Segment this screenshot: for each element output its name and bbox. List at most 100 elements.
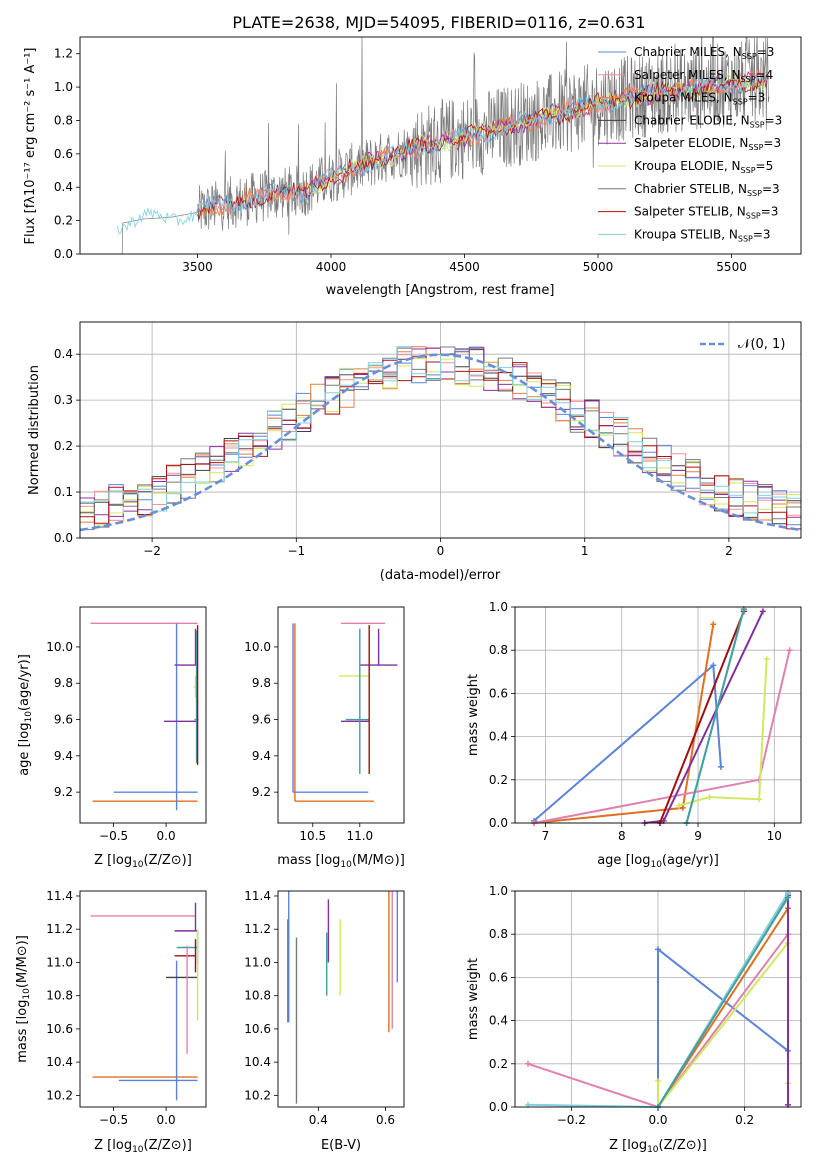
weight-point-marker: [763, 655, 770, 662]
y-tick-label: 0.8: [489, 643, 508, 657]
y-tick-label: 0.0: [54, 247, 73, 261]
x-axis-label: Z [log10(Z/Z⊙)]: [609, 1138, 707, 1155]
label-part: age [log: [17, 723, 32, 776]
legend-label: Salpeter ELODIE, NSSP=3: [634, 136, 781, 152]
label-part: mass [log: [277, 853, 340, 868]
y-tick-label: 10.2: [244, 1088, 271, 1102]
label-part: (age/yr)]: [17, 654, 32, 711]
y-tick-label: 9.2: [54, 785, 73, 799]
legend-label: Chabrier ELODIE, NSSP=3: [634, 113, 782, 129]
ebv-vs-mass-panel: 0.4 0.6 10.2 10.4 10.6 10.8 11.0 11.2 11.4 E(B-V): [244, 889, 405, 1153]
label-subscript: 10: [24, 711, 34, 723]
legend-label-part: =3: [748, 91, 766, 105]
y-tick-label: 0.1: [54, 485, 73, 499]
legend-label-subscript: SSP: [738, 234, 753, 243]
legend-label-part: Kroupa ELODIE, N: [634, 159, 741, 173]
y-tick-label: 11.2: [244, 922, 271, 936]
legend-label-part: Chabrier STELIB, N: [634, 182, 747, 196]
legend-label-part: Kroupa MILES, N: [634, 91, 733, 105]
weight-point-marker: [679, 804, 686, 811]
x-tick-label: 8: [618, 829, 626, 843]
x-tick-label: 1: [581, 544, 589, 558]
legend-label-part: =3: [757, 45, 775, 59]
y-tick-label: 10.8: [244, 989, 271, 1003]
legend-label: Salpeter MILES, NSSP=4: [634, 68, 773, 84]
legend-label-part: Kroupa STELIB, N: [634, 227, 738, 241]
legend-label: 𝒩(0, 1): [738, 337, 785, 352]
y-tick-label: 0.8: [489, 927, 508, 941]
y-tick-label: 0.0: [489, 816, 508, 830]
weight-point-marker: [786, 647, 793, 654]
mass-vs-age-panel: 10.5 11.0 9.2 9.4 9.6 9.8 10.0 mass [log10(M/M⊙…: [244, 606, 405, 870]
y-tick-label: 0.2: [489, 773, 508, 787]
plot-area: [287, 891, 398, 1104]
x-tick-label: 0.0: [648, 1113, 667, 1127]
y-tick-label: 10.2: [46, 1088, 73, 1102]
plot-area: [80, 346, 801, 532]
y-tick-label: 0.4: [489, 730, 508, 744]
weight-point-marker: [717, 763, 724, 770]
legend-label-part: Salpeter ELODIE, N: [634, 136, 748, 150]
weight-series-line: [657, 939, 789, 1110]
x-tick-label: 0.2: [735, 1113, 754, 1127]
legend-label: Chabrier MILES, NSSP=3: [634, 45, 774, 61]
axes-frame: [79, 36, 802, 255]
y-tick-label: 0.4: [54, 347, 73, 361]
y-tick-label: 10.6: [244, 1022, 271, 1036]
x-tick-label: −0.5: [99, 1113, 128, 1127]
x-tick-label: 10.5: [299, 829, 326, 843]
label-subscript: 10: [22, 988, 32, 1000]
x-tick-label: 0.0: [157, 1113, 176, 1127]
y-tick-label: 0.4: [489, 1014, 508, 1028]
legend-label-subscript: SSP: [741, 75, 756, 84]
y-tick-label: 11.4: [46, 889, 73, 903]
legend-label-subscript: SSP: [747, 189, 762, 198]
x-tick-label: 10: [767, 829, 782, 843]
y-tick-label: 10.0: [46, 640, 73, 654]
weight-point-marker: [759, 608, 766, 615]
weight-point-marker: [655, 1078, 661, 1085]
label-part: (M/M⊙)]: [352, 853, 405, 868]
x-axis-label: E(B-V): [321, 1138, 361, 1153]
label-part: (Z/Z⊙)]: [144, 853, 192, 868]
weight-series-line: [678, 658, 768, 807]
y-tick-label: 0.4: [54, 180, 73, 194]
label-part: Z [log: [94, 853, 132, 868]
x-tick-label: −0.2: [557, 1113, 586, 1127]
y-tick-label: 10.4: [46, 1055, 73, 1069]
y-tick-label: 0.6: [489, 970, 508, 984]
y-axis-label: mass weight: [466, 674, 481, 756]
weight-series-line: [658, 610, 745, 824]
weight-point-marker: [710, 621, 717, 628]
weight-point-marker: [706, 794, 713, 801]
z-vs-weight-panel: −0.2 0.0 0.2 0.0 0.2 0.4 0.6 0.8 1.0 mass weight Z…: [466, 884, 802, 1155]
model-spectrum-line: [116, 72, 768, 235]
y-tick-label: 9.4: [252, 749, 271, 763]
label-subscript: 10: [647, 1145, 659, 1155]
x-tick-label: 0.6: [376, 1113, 395, 1127]
label-part: mass [log: [15, 1000, 30, 1063]
normal-curve: [80, 353, 801, 532]
label-part: age [log: [597, 853, 650, 868]
legend-label-part: =4: [756, 68, 774, 82]
x-tick-label: 9: [694, 829, 702, 843]
legend-label-part: Chabrier MILES, N: [634, 45, 742, 59]
z-vs-age-panel: −0.5 0.09.29.49.69.810.0Z [log10(Z/Z⊙)]ag…: [17, 606, 207, 870]
legend-label-part: Chabrier ELODIE, N: [634, 113, 750, 127]
x-tick-label: −0.5: [99, 829, 128, 843]
x-tick-label: 0.0: [157, 829, 176, 843]
x-tick-label: −2: [143, 544, 161, 558]
y-tick-label: 0.0: [489, 1100, 508, 1114]
label-subscript: 10: [132, 1145, 144, 1155]
plot-area: [292, 622, 398, 802]
x-tick-label: 2: [725, 544, 733, 558]
y-tick-label: 10.0: [244, 640, 271, 654]
x-tick-label: 5500: [716, 260, 747, 274]
y-tick-label: 10.8: [46, 989, 73, 1003]
y-tick-label: 11.0: [46, 955, 73, 969]
z-vs-mass-panel: −0.5 0.0 10.2 10.4 10.6 10.8 11.0 11.2 11.4 Z [lo…: [15, 889, 207, 1155]
legend-label: Kroupa MILES, NSSP=3: [634, 91, 765, 107]
x-tick-label: 4500: [449, 260, 480, 274]
x-tick-label: 7: [542, 829, 550, 843]
